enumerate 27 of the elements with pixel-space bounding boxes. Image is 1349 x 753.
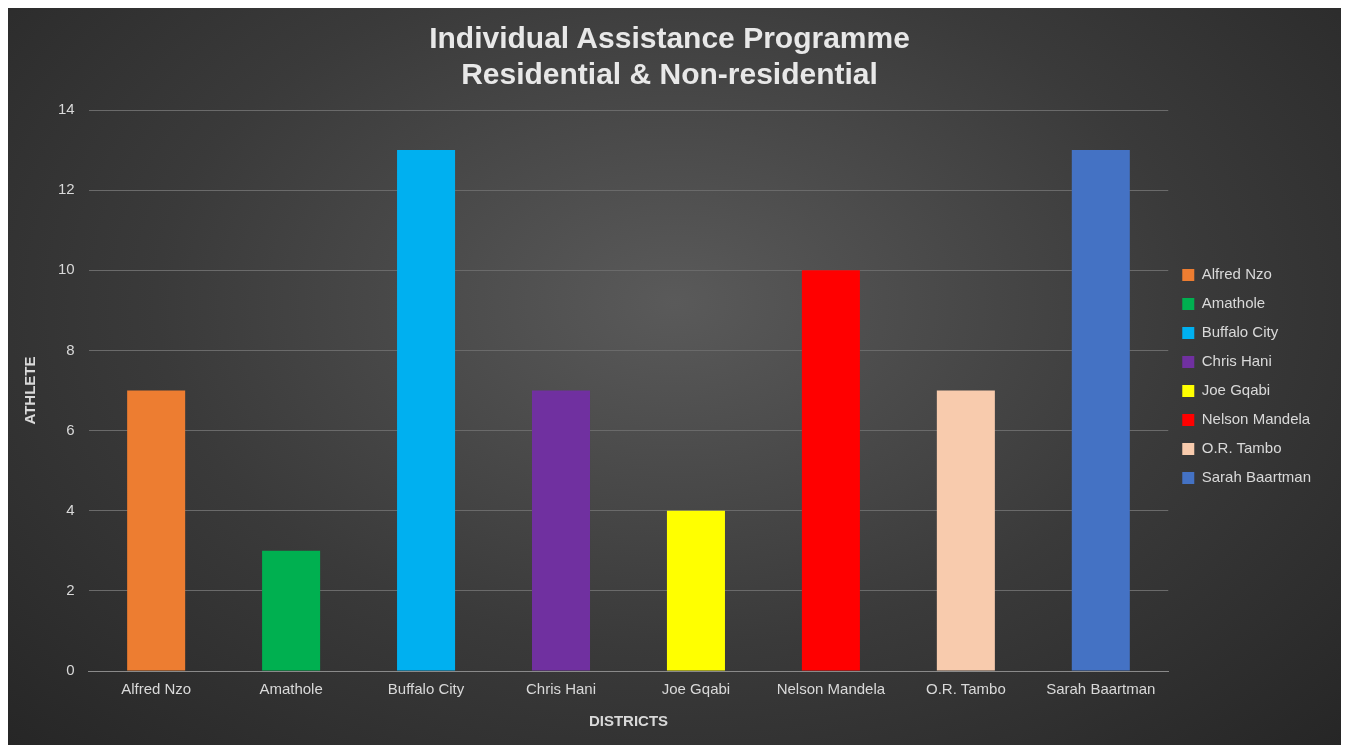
x-tick-label: Amathole <box>259 680 323 698</box>
y-tick-label: 12 <box>58 180 75 198</box>
legend-label: O.R. Tambo <box>1201 439 1282 457</box>
legend-label: Buffalo City <box>1201 323 1279 341</box>
x-tick-label: Sarah Baartman <box>1046 680 1156 698</box>
legend-label: Alfred Nzo <box>1201 265 1272 283</box>
legend-label: Nelson Mandela <box>1201 410 1311 428</box>
legend-label: Chris Hani <box>1201 352 1272 370</box>
x-tick-label: Chris Hani <box>525 680 597 698</box>
legend-label: Joe Gqabi <box>1201 381 1271 399</box>
x-axis-title: DISTRICTS <box>588 712 669 730</box>
chart-title: Individual Assistance Programme Residential & Non-residential <box>429 21 910 91</box>
y-tick-label: 2 <box>66 581 75 598</box>
y-tick-label: 14 <box>58 100 75 118</box>
y-tick-label: 10 <box>58 260 75 278</box>
y-tick-label: 8 <box>66 340 75 358</box>
y-tick-label: 0 <box>66 661 75 679</box>
x-tick-label: Buffalo City <box>387 680 465 698</box>
legend-label: Sarah Baartman <box>1201 468 1312 486</box>
x-tick-label: Joe Gqabi <box>661 680 731 698</box>
x-tick-label: Nelson Mandela <box>776 680 886 698</box>
y-axis-title: ATHLETE <box>21 356 39 425</box>
y-tick-label: 6 <box>66 420 75 438</box>
x-tick-label: Alfred Nzo <box>121 680 192 698</box>
y-tick-label: 4 <box>66 500 75 518</box>
legend-label: Amathole <box>1201 294 1266 312</box>
x-tick-label: O.R. Tambo <box>925 680 1006 698</box>
